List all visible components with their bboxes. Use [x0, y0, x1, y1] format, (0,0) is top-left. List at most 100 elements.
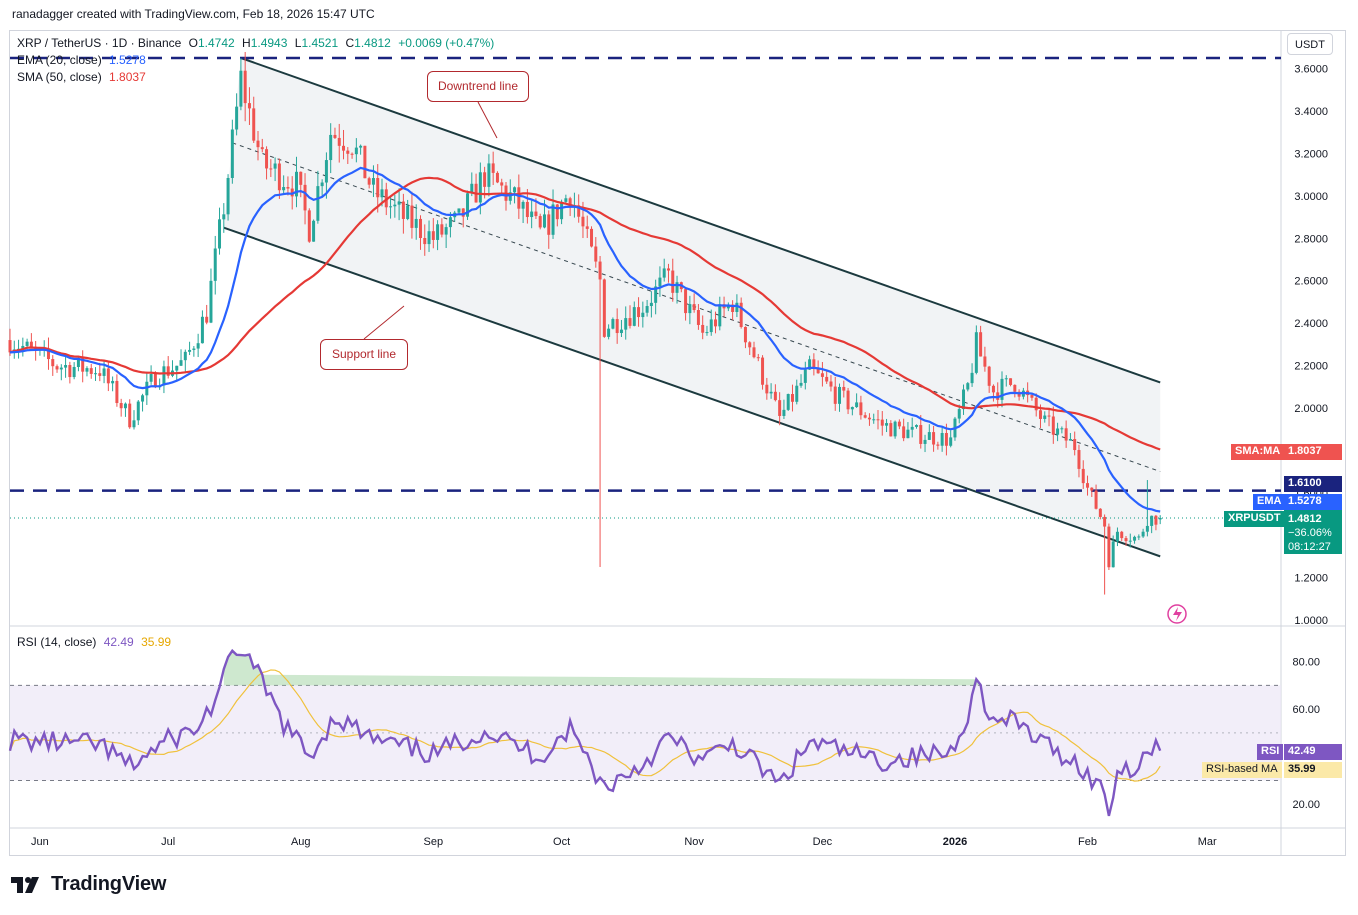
candle	[585, 215, 589, 238]
price-tick-label: 3.2000	[1294, 148, 1328, 160]
candle	[718, 296, 722, 331]
candle	[179, 349, 183, 367]
time-tick-label: Sep	[424, 836, 444, 848]
candle-body	[196, 343, 200, 349]
candle-body	[461, 208, 465, 217]
candle-body	[564, 198, 568, 202]
candle	[842, 380, 846, 398]
candle	[1073, 431, 1077, 456]
candle	[983, 346, 987, 372]
time-tick-label: Jun	[31, 836, 49, 848]
candle-body	[940, 433, 944, 446]
replay-flash-icon	[1167, 604, 1187, 624]
candle	[1081, 460, 1085, 489]
candle-body	[957, 409, 961, 419]
candle-body	[1090, 487, 1094, 491]
candle	[46, 337, 50, 370]
candle-body	[307, 210, 311, 242]
candle-body	[299, 171, 303, 185]
candle-body	[269, 168, 273, 170]
high-label: H	[242, 36, 251, 50]
candle-body	[46, 348, 50, 360]
candle-body	[748, 342, 752, 348]
candle	[205, 304, 209, 325]
candle	[440, 218, 444, 238]
ema20-line	[9, 166, 1161, 513]
candle-body	[1120, 531, 1124, 539]
candle	[247, 87, 251, 125]
candle-body	[1107, 526, 1111, 568]
candle-body	[397, 201, 401, 205]
candle-body	[1077, 450, 1081, 469]
candle	[658, 266, 662, 297]
candle-body	[205, 316, 209, 323]
candle-body	[846, 390, 850, 410]
candle	[812, 353, 816, 376]
candle-body	[718, 304, 722, 327]
candle-body	[778, 400, 782, 416]
candle-body	[252, 108, 256, 141]
candle-body	[76, 358, 80, 368]
candle	[1034, 393, 1038, 417]
candle	[393, 194, 397, 218]
flash-icon-bolt	[1173, 607, 1182, 621]
candle	[927, 424, 931, 441]
sma-axis-tag-label: SMA:MA	[1231, 444, 1285, 460]
candle-body	[29, 341, 33, 347]
candle	[269, 159, 273, 178]
candle-body	[448, 217, 452, 228]
candle-body	[932, 432, 936, 445]
candle-body	[466, 193, 470, 217]
candle-body	[538, 216, 542, 228]
candle	[833, 376, 837, 411]
candle	[51, 355, 55, 376]
candle	[354, 138, 358, 163]
candle-body	[675, 282, 679, 293]
candle-body	[820, 373, 824, 377]
candle	[230, 119, 234, 184]
candle	[684, 288, 688, 321]
candle	[218, 207, 222, 255]
candle	[846, 387, 850, 415]
candle	[778, 392, 782, 426]
candle-body	[188, 349, 192, 352]
candle	[1060, 426, 1064, 434]
tradingview-logo[interactable]: TradingView	[11, 873, 166, 896]
candle	[752, 341, 756, 359]
candle-body	[354, 147, 358, 155]
rsi-line	[8, 648, 1162, 817]
currency-button[interactable]: USDT	[1287, 33, 1333, 55]
candle-body	[265, 149, 269, 169]
candle-body	[359, 145, 363, 148]
candle-body	[1150, 515, 1154, 526]
candle	[919, 415, 923, 449]
candle	[436, 220, 440, 251]
candle-body	[247, 103, 251, 109]
candle-body	[838, 386, 842, 404]
candle	[376, 164, 380, 213]
candle	[709, 309, 713, 336]
price-tick-label: 3.4000	[1294, 106, 1328, 118]
candle	[1133, 535, 1137, 544]
candle	[782, 399, 786, 419]
candle	[320, 179, 324, 198]
candle-body	[401, 201, 405, 219]
candle-body	[1124, 538, 1128, 542]
rsi-ma-axis-tag-label: RSI-based MA	[1202, 762, 1282, 778]
candle	[1086, 475, 1090, 496]
candle	[705, 325, 709, 336]
candle	[1047, 407, 1051, 427]
candle-body	[491, 163, 495, 173]
candle-body	[842, 386, 846, 391]
candle	[795, 379, 799, 405]
candle-body	[389, 206, 393, 208]
price-tick-label: 1.2000	[1294, 573, 1328, 585]
rsi-tick-label: 20.00	[1292, 799, 1320, 811]
candle-body	[200, 316, 204, 344]
candle	[850, 406, 854, 416]
candle	[427, 220, 431, 252]
candle-body	[1030, 395, 1034, 398]
candle	[299, 171, 303, 198]
candle-body	[897, 421, 901, 427]
